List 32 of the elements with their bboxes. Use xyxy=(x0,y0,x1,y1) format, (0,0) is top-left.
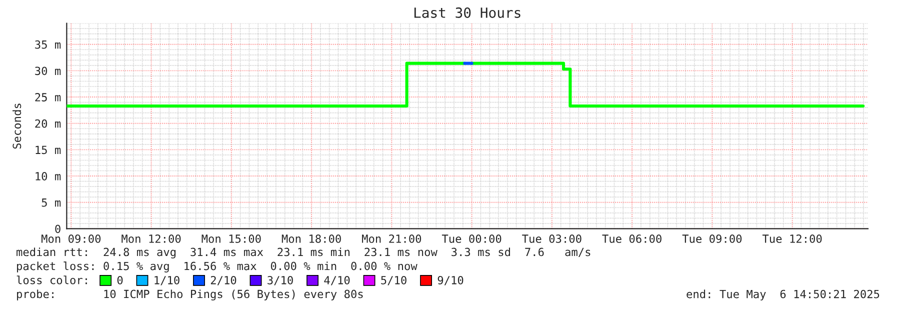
text: end: Tue May 6 14:50:21 2025 xyxy=(686,290,880,300)
x-tick-label: Mon 21:00 xyxy=(362,234,422,243)
y-tick-label: 0 xyxy=(55,224,60,234)
legend-title: loss color: xyxy=(16,276,87,284)
x-tick-label: Tue 09:00 xyxy=(682,234,742,243)
y-tick-label: 20 m xyxy=(35,119,61,128)
x-tick-label: Tue 12:00 xyxy=(762,234,822,243)
x-tick-label: Mon 18:00 xyxy=(282,234,341,243)
x-tick-label: Mon 09:00 xyxy=(42,234,101,243)
text: packet loss: 0.15 % avg 16.56 % max 0.00 % min 0.00 % now xyxy=(17,262,418,272)
y-tick-label: 25 m xyxy=(35,93,61,102)
y-tick-label: 15 m xyxy=(36,146,61,154)
x-tick-label: Mon 12:00 xyxy=(122,234,181,243)
x-tick-label: Tue 06:00 xyxy=(602,234,662,243)
text: median rtt: 24.8 ms avg 31.4 ms max 23.1 ms min 23.1 ms now 3.3 ms sd 7.6 am/s xyxy=(16,248,590,258)
x-tick-label: Tue 00:00 xyxy=(442,234,502,243)
legend-label: 4/10 xyxy=(324,276,350,286)
legend-label: 9/10 xyxy=(438,276,464,286)
y-tick-label: 30 m xyxy=(35,66,61,76)
chart-title: Last 30 Hours xyxy=(414,7,520,18)
y-axis-title: Seconds xyxy=(12,104,22,149)
legend-label: 5/10 xyxy=(381,276,406,286)
x-tick-label: Tue 03:00 xyxy=(522,234,582,243)
y-tick-label: 35 m xyxy=(35,40,61,49)
x-tick-label: Mon 15:00 xyxy=(202,234,261,243)
y-tick-label: 10 m xyxy=(36,172,61,180)
legend-label: 3/10 xyxy=(268,276,293,286)
legend-label: 2/10 xyxy=(210,276,236,286)
legend-label: 1/10 xyxy=(154,276,180,286)
text: probe: 10 ICMP Echo Pings (56 Bytes) every 80s xyxy=(17,290,363,300)
legend-label: 0 xyxy=(117,276,123,284)
y-tick-label: 5 m xyxy=(42,198,61,207)
